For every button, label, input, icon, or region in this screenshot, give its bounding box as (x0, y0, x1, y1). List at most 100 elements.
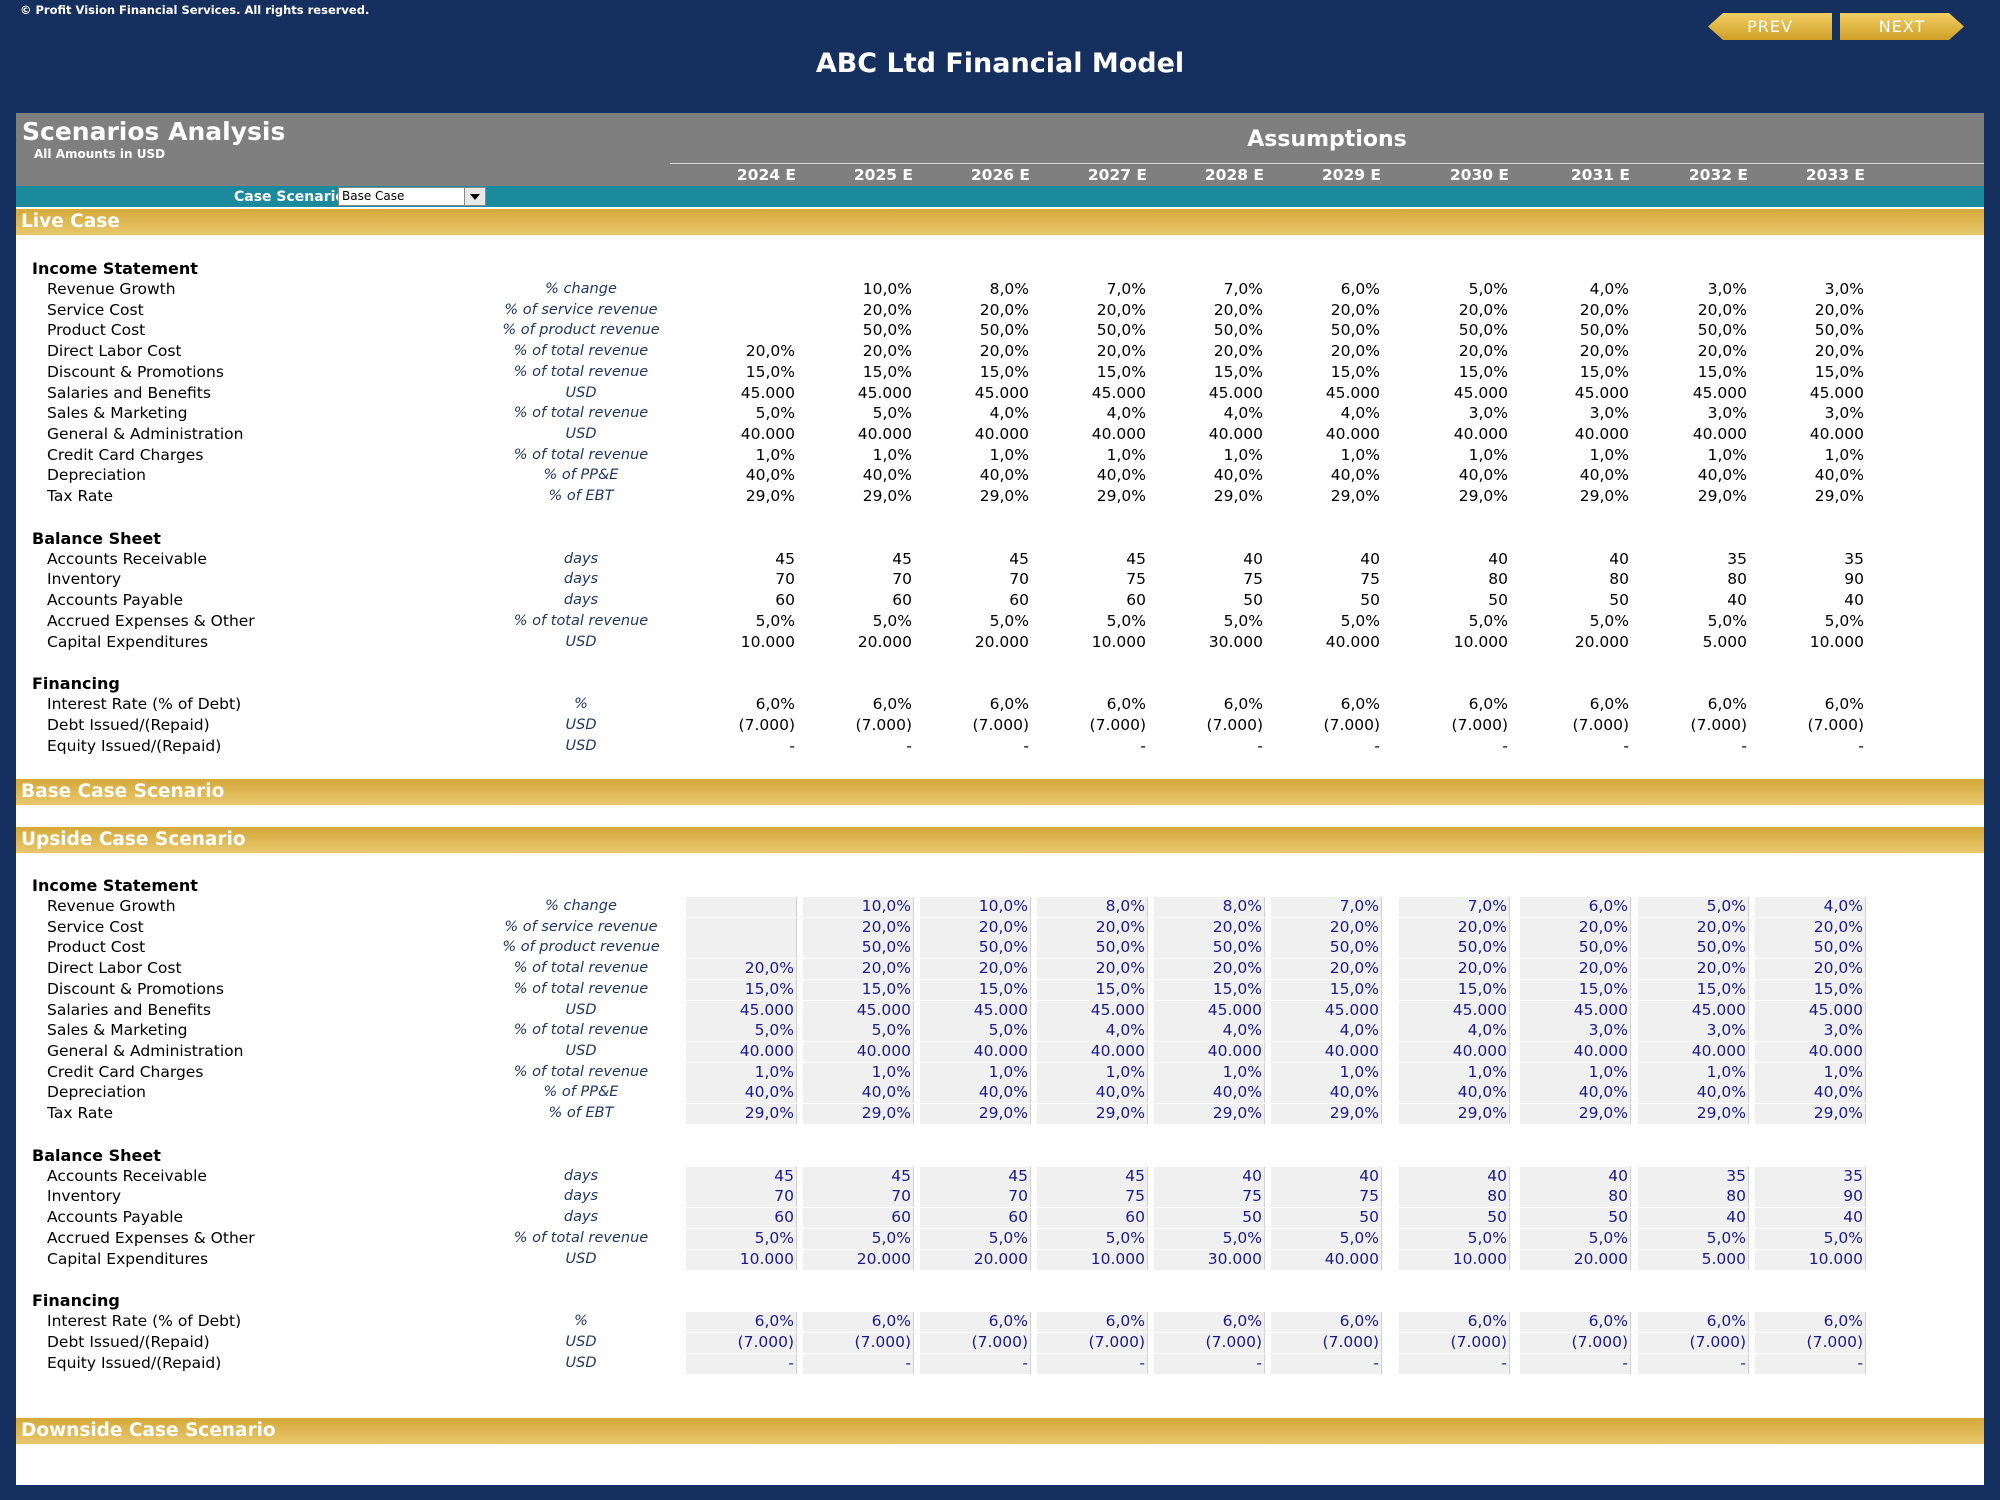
input-cell[interactable]: 1,0% (1037, 1062, 1148, 1083)
input-cell[interactable]: 40.000 (803, 1041, 914, 1062)
input-cell[interactable]: 40,0% (803, 1083, 914, 1104)
input-cell[interactable]: 20,0% (1755, 917, 1866, 938)
input-cell[interactable]: 40,0% (1638, 1083, 1749, 1104)
input-cell[interactable]: (7.000) (1399, 1332, 1510, 1353)
input-cell[interactable]: 40 (1399, 1166, 1510, 1187)
input-cell[interactable]: 45.000 (1520, 1000, 1631, 1021)
input-cell[interactable]: 30.000 (1154, 1249, 1265, 1270)
input-cell[interactable]: 40,0% (1520, 1083, 1631, 1104)
input-cell[interactable]: 15,0% (1399, 979, 1510, 1000)
input-cell[interactable]: 10.000 (1755, 1249, 1866, 1270)
input-cell[interactable]: 45 (920, 1166, 1031, 1187)
input-cell[interactable]: 45.000 (1399, 1000, 1510, 1021)
input-cell[interactable]: 29,0% (1271, 1104, 1382, 1124)
input-cell[interactable]: 6,0% (1638, 1312, 1749, 1333)
input-cell[interactable]: 5,0% (1154, 1228, 1265, 1249)
input-cell[interactable]: 20,0% (1037, 917, 1148, 938)
input-cell[interactable]: 50,0% (1638, 938, 1749, 959)
input-cell[interactable]: 75 (1037, 1187, 1148, 1208)
input-cell[interactable]: (7.000) (920, 1332, 1031, 1353)
input-cell[interactable]: 45.000 (686, 1000, 797, 1021)
input-cell[interactable]: 6,0% (1520, 1312, 1631, 1333)
input-cell[interactable]: 6,0% (803, 1312, 914, 1333)
input-cell[interactable]: 29,0% (803, 1104, 914, 1124)
input-cell[interactable]: 50,0% (1399, 938, 1510, 959)
input-cell[interactable]: 5,0% (920, 1021, 1031, 1042)
input-cell[interactable]: 5,0% (1037, 1228, 1148, 1249)
input-cell[interactable]: 40.000 (1271, 1041, 1382, 1062)
input-cell[interactable]: 35 (1755, 1166, 1866, 1187)
input-cell[interactable]: 75 (1271, 1187, 1382, 1208)
input-cell[interactable]: 15,0% (1755, 979, 1866, 1000)
input-cell[interactable]: (7.000) (1755, 1332, 1866, 1353)
input-cell[interactable]: 20,0% (920, 917, 1031, 938)
input-cell[interactable]: 15,0% (1037, 979, 1148, 1000)
input-cell[interactable]: 20.000 (1520, 1249, 1631, 1270)
input-cell[interactable]: 4,0% (1271, 1021, 1382, 1042)
input-cell[interactable]: 45 (803, 1166, 914, 1187)
input-cell[interactable]: 15,0% (1154, 979, 1265, 1000)
input-cell[interactable]: 20,0% (686, 959, 797, 980)
input-cell[interactable] (686, 917, 797, 938)
input-cell[interactable]: 6,0% (1520, 897, 1631, 917)
input-cell[interactable]: 20,0% (803, 959, 914, 980)
input-cell[interactable]: (7.000) (1271, 1332, 1382, 1353)
input-cell[interactable]: 60 (686, 1208, 797, 1229)
input-cell[interactable]: 20,0% (1154, 959, 1265, 980)
input-cell[interactable]: 50 (1520, 1208, 1631, 1229)
input-cell[interactable]: 1,0% (1520, 1062, 1631, 1083)
input-cell[interactable]: 5,0% (1520, 1228, 1631, 1249)
input-cell[interactable]: 40.000 (1037, 1041, 1148, 1062)
input-cell[interactable]: 10,0% (803, 897, 914, 917)
input-cell[interactable]: 6,0% (1271, 1312, 1382, 1333)
input-cell[interactable]: 29,0% (1755, 1104, 1866, 1124)
input-cell[interactable]: 35 (1638, 1166, 1749, 1187)
input-cell[interactable]: 7,0% (1399, 897, 1510, 917)
input-cell[interactable]: 6,0% (1755, 1312, 1866, 1333)
input-cell[interactable]: 1,0% (803, 1062, 914, 1083)
input-cell[interactable]: 20.000 (920, 1249, 1031, 1270)
input-cell[interactable]: 50,0% (1520, 938, 1631, 959)
input-cell[interactable]: 20,0% (803, 917, 914, 938)
input-cell[interactable]: 45.000 (1755, 1000, 1866, 1021)
input-cell[interactable]: 5,0% (1638, 1228, 1749, 1249)
input-cell[interactable]: 5,0% (686, 1228, 797, 1249)
input-cell[interactable]: 3,0% (1755, 1021, 1866, 1042)
chevron-down-icon[interactable] (464, 188, 485, 205)
input-cell[interactable]: 15,0% (803, 979, 914, 1000)
input-cell[interactable]: 10.000 (1037, 1249, 1148, 1270)
input-cell[interactable]: 50 (1271, 1208, 1382, 1229)
input-cell[interactable]: 70 (686, 1187, 797, 1208)
input-cell[interactable]: - (1755, 1353, 1866, 1374)
input-cell[interactable]: 60 (920, 1208, 1031, 1229)
input-cell[interactable]: 40,0% (686, 1083, 797, 1104)
input-cell[interactable]: 50,0% (1755, 938, 1866, 959)
input-cell[interactable]: 1,0% (1638, 1062, 1749, 1083)
input-cell[interactable]: - (1520, 1353, 1631, 1374)
input-cell[interactable]: 20,0% (920, 959, 1031, 980)
input-cell[interactable]: (7.000) (803, 1332, 914, 1353)
input-cell[interactable]: 5,0% (803, 1021, 914, 1042)
input-cell[interactable]: 6,0% (686, 1312, 797, 1333)
input-cell[interactable]: 70 (920, 1187, 1031, 1208)
input-cell[interactable]: 10.000 (686, 1249, 797, 1270)
input-cell[interactable]: 40,0% (1271, 1083, 1382, 1104)
input-cell[interactable]: 4,0% (1037, 1021, 1148, 1042)
input-cell[interactable]: 70 (803, 1187, 914, 1208)
input-cell[interactable]: 6,0% (1154, 1312, 1265, 1333)
input-cell[interactable]: 29,0% (1399, 1104, 1510, 1124)
input-cell[interactable]: 15,0% (1638, 979, 1749, 1000)
input-cell[interactable]: 1,0% (686, 1062, 797, 1083)
input-cell[interactable]: 45.000 (1271, 1000, 1382, 1021)
input-cell[interactable]: 40.000 (920, 1041, 1031, 1062)
input-cell[interactable]: 3,0% (1520, 1021, 1631, 1042)
input-cell[interactable]: 1,0% (1399, 1062, 1510, 1083)
input-cell[interactable]: - (1399, 1353, 1510, 1374)
input-cell[interactable]: 1,0% (1755, 1062, 1866, 1083)
input-cell[interactable]: 10.000 (1399, 1249, 1510, 1270)
input-cell[interactable]: 40 (1520, 1166, 1631, 1187)
input-cell[interactable]: 40 (1638, 1208, 1749, 1229)
input-cell[interactable]: 40 (1154, 1166, 1265, 1187)
input-cell[interactable]: (7.000) (1037, 1332, 1148, 1353)
input-cell[interactable]: 50,0% (1154, 938, 1265, 959)
